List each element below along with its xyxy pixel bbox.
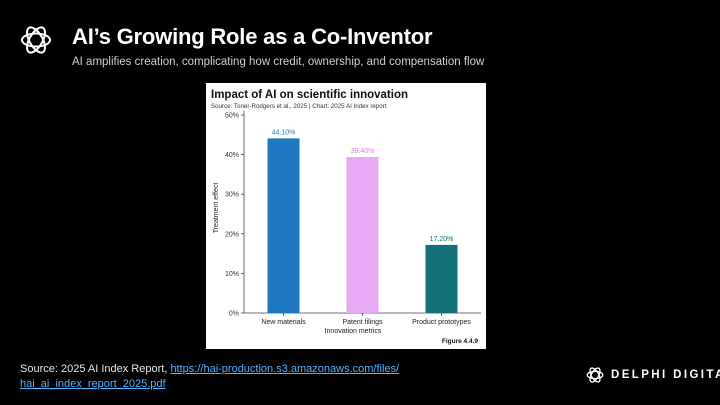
x-axis-label: Innovation metrics <box>325 328 382 335</box>
source-link-line1: https://hai-production.s3.amazonaws.com/… <box>170 363 400 375</box>
x-tick-label: Patent filings <box>342 319 383 326</box>
data-label: 17.20% <box>430 236 454 243</box>
slide-subtitle: AI amplifies creation, complicating how … <box>72 56 485 68</box>
y-axis-label: Treatment effect <box>213 183 220 234</box>
chart-subtitle: Source: Toner-Rodgers et al., 2025 | Cha… <box>211 103 387 110</box>
brand-mark: DELPHI DIGITAL <box>585 365 720 385</box>
y-tick-label: 40% <box>225 152 239 159</box>
y-tick-label: 10% <box>225 271 239 278</box>
brand-name: DELPHI DIGITAL <box>611 369 720 381</box>
x-tick-label: Product prototypes <box>412 319 471 326</box>
data-label: 44.10% <box>272 129 296 136</box>
flower-knot-icon <box>18 22 54 58</box>
source-link[interactable]: https://hai-production.s3.amazonaws.com/… <box>20 363 399 390</box>
bar <box>425 244 458 313</box>
y-tick-label: 30% <box>225 192 239 199</box>
chart-card: Impact of AI on scientific innovation So… <box>206 83 486 349</box>
source-link-line2: hai_ai_index_report_2025.pdf <box>20 378 166 390</box>
bar-chart: Impact of AI on scientific innovation So… <box>211 89 481 345</box>
y-tick-label: 0% <box>229 311 239 318</box>
source-prefix: Source: 2025 AI Index Report, <box>20 363 171 375</box>
chart-title: Impact of AI on scientific innovation <box>211 89 408 101</box>
y-tick-label: 20% <box>225 231 239 238</box>
source-note: Source: 2025 AI Index Report, https://ha… <box>20 362 450 392</box>
brand-logo-icon <box>586 367 604 383</box>
y-tick-label: 50% <box>225 113 239 120</box>
x-tick-label: New materials <box>261 319 306 326</box>
figure-label: Figure 4.4.9 <box>442 338 479 345</box>
bar <box>267 138 300 313</box>
slide-title: AI’s Growing Role as a Co-Inventor <box>72 24 433 49</box>
data-label: 39.40% <box>351 148 375 155</box>
bar <box>346 156 379 313</box>
